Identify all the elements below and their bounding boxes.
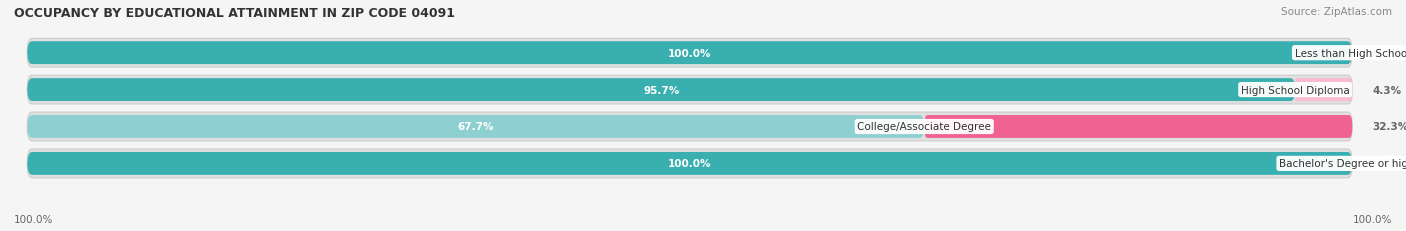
- Text: 0.0%: 0.0%: [1372, 159, 1400, 169]
- Text: Less than High School: Less than High School: [1295, 49, 1406, 58]
- FancyBboxPatch shape: [27, 116, 924, 138]
- FancyBboxPatch shape: [27, 76, 1353, 104]
- Text: 95.7%: 95.7%: [643, 85, 679, 95]
- FancyBboxPatch shape: [27, 42, 1353, 65]
- Text: High School Diploma: High School Diploma: [1241, 85, 1350, 95]
- Text: 67.7%: 67.7%: [457, 122, 494, 132]
- FancyBboxPatch shape: [27, 79, 1295, 102]
- Text: College/Associate Degree: College/Associate Degree: [858, 122, 991, 132]
- FancyBboxPatch shape: [27, 112, 1353, 141]
- Text: 100.0%: 100.0%: [668, 49, 711, 58]
- Text: Source: ZipAtlas.com: Source: ZipAtlas.com: [1281, 7, 1392, 17]
- FancyBboxPatch shape: [27, 39, 1353, 68]
- Text: 0.0%: 0.0%: [1372, 49, 1400, 58]
- Text: OCCUPANCY BY EDUCATIONAL ATTAINMENT IN ZIP CODE 04091: OCCUPANCY BY EDUCATIONAL ATTAINMENT IN Z…: [14, 7, 456, 20]
- Text: 100.0%: 100.0%: [1353, 214, 1392, 224]
- FancyBboxPatch shape: [924, 116, 1353, 138]
- Text: 100.0%: 100.0%: [668, 159, 711, 169]
- Text: Bachelor's Degree or higher: Bachelor's Degree or higher: [1279, 159, 1406, 169]
- FancyBboxPatch shape: [27, 149, 1353, 178]
- Text: 4.3%: 4.3%: [1372, 85, 1402, 95]
- FancyBboxPatch shape: [1295, 79, 1353, 102]
- Text: 100.0%: 100.0%: [14, 214, 53, 224]
- Text: 32.3%: 32.3%: [1372, 122, 1406, 132]
- FancyBboxPatch shape: [27, 152, 1353, 175]
